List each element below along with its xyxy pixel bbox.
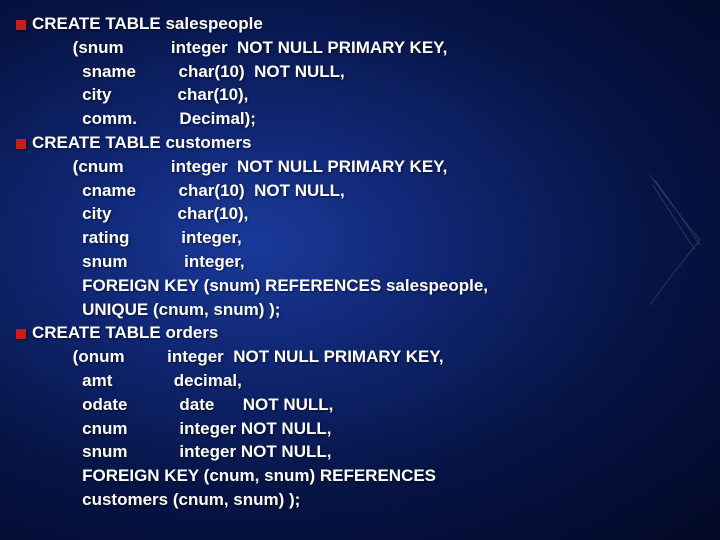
code-line: snum integer, xyxy=(16,250,712,274)
code-line: city char(10), xyxy=(16,202,712,226)
bullet-icon xyxy=(16,20,26,30)
code-text: CREATE TABLE customers xyxy=(32,133,251,152)
code-line: (onum integer NOT NULL PRIMARY KEY, xyxy=(16,345,712,369)
code-line: (snum integer NOT NULL PRIMARY KEY, xyxy=(16,36,712,60)
code-line: city char(10), xyxy=(16,83,712,107)
code-line: CREATE TABLE customers xyxy=(16,131,712,155)
code-line: odate date NOT NULL, xyxy=(16,393,712,417)
bullet-icon xyxy=(16,329,26,339)
code-line: CREATE TABLE salespeople xyxy=(16,12,712,36)
code-line: FOREIGN KEY (cnum, snum) REFERENCES xyxy=(16,464,712,488)
code-text: CREATE TABLE orders xyxy=(32,323,218,342)
code-text: CREATE TABLE salespeople xyxy=(32,14,263,33)
code-line: CREATE TABLE orders xyxy=(16,321,712,345)
code-line: amt decimal, xyxy=(16,369,712,393)
code-line: FOREIGN KEY (snum) REFERENCES salespeopl… xyxy=(16,274,712,298)
code-line: cnum integer NOT NULL, xyxy=(16,417,712,441)
bullet-icon xyxy=(16,139,26,149)
code-line: (cnum integer NOT NULL PRIMARY KEY, xyxy=(16,155,712,179)
code-line: comm. Decimal); xyxy=(16,107,712,131)
code-line: rating integer, xyxy=(16,226,712,250)
code-line: snum integer NOT NULL, xyxy=(16,440,712,464)
code-line: UNIQUE (cnum, snum) ); xyxy=(16,298,712,322)
code-line: cname char(10) NOT NULL, xyxy=(16,179,712,203)
sql-code-block: CREATE TABLE salespeople (snum integer N… xyxy=(16,12,712,512)
code-line: customers (cnum, snum) ); xyxy=(16,488,712,512)
code-line: sname char(10) NOT NULL, xyxy=(16,60,712,84)
